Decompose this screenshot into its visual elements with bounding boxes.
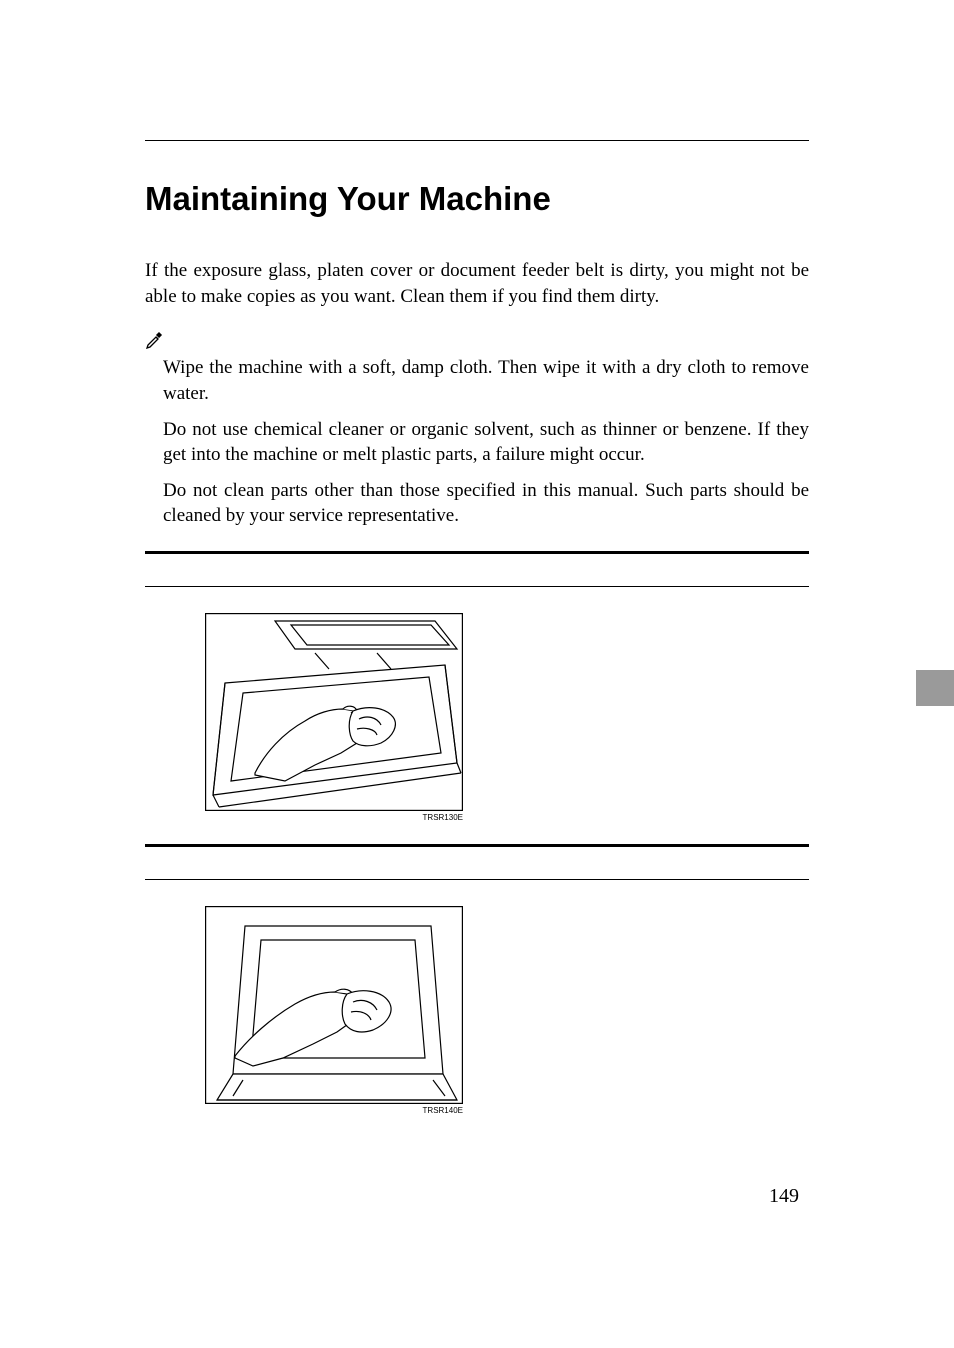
section-divider-bar xyxy=(145,551,809,554)
figure-code: TRSR140E xyxy=(205,1106,463,1115)
intro-paragraph: If the exposure glass, platen cover or d… xyxy=(145,258,809,309)
bullet-item: Do not clean parts other than those spec… xyxy=(163,478,809,529)
section-sub-rule xyxy=(145,586,809,587)
figure-exposure-glass: TRSR130E xyxy=(205,613,809,822)
section-divider-bar xyxy=(145,844,809,847)
section-sub-rule xyxy=(145,879,809,880)
pencil-note-icon xyxy=(145,331,163,349)
bullet-item: Do not use chemical cleaner or organic s… xyxy=(163,417,809,468)
header-rule xyxy=(145,140,809,141)
page-number: 149 xyxy=(769,1185,799,1208)
page-title: Maintaining Your Machine xyxy=(145,180,809,218)
figure-code: TRSR130E xyxy=(205,813,463,822)
bullet-item: Wipe the machine with a soft, damp cloth… xyxy=(163,355,809,406)
figure-platen-cover: TRSR140E xyxy=(205,906,809,1115)
side-tab xyxy=(916,670,954,706)
manual-page: Maintaining Your Machine If the exposure… xyxy=(0,0,954,1348)
note-bullets: Wipe the machine with a soft, damp cloth… xyxy=(145,355,809,529)
